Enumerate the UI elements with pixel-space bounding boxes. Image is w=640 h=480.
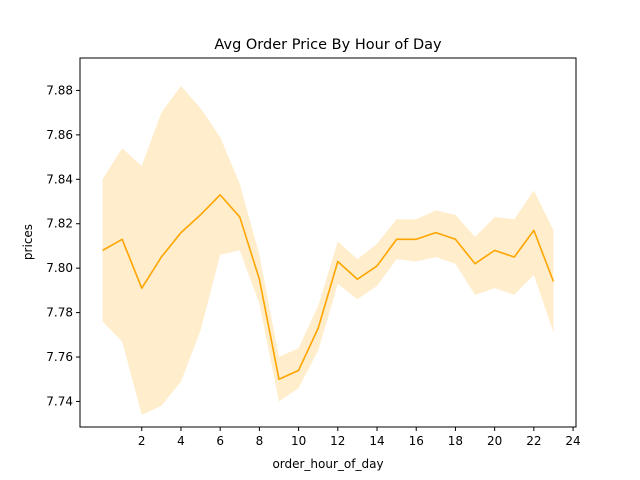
plot-frame xyxy=(79,57,577,428)
x-tick-label: 18 xyxy=(448,434,463,448)
y-tick-label: 7.82 xyxy=(46,217,73,231)
data-point xyxy=(258,278,260,280)
data-point xyxy=(180,231,182,233)
data-point xyxy=(552,280,554,282)
confidence-band-layer xyxy=(102,85,554,415)
confidence-band xyxy=(102,85,554,415)
data-point xyxy=(199,214,201,216)
data-point xyxy=(376,265,378,267)
data-point xyxy=(454,238,456,240)
y-tick-label: 7.76 xyxy=(46,350,73,364)
y-tick-label: 7.78 xyxy=(46,306,73,320)
x-tick-label: 4 xyxy=(177,434,185,448)
data-point xyxy=(493,249,495,251)
y-tick-label: 7.84 xyxy=(46,172,73,186)
y-tick-label: 7.74 xyxy=(46,394,73,408)
x-axis-label: order_hour_of_day xyxy=(272,457,383,471)
x-tick-label: 22 xyxy=(526,434,541,448)
data-point xyxy=(513,256,515,258)
data-point xyxy=(219,194,221,196)
chart-title: Avg Order Price By Hour of Day xyxy=(214,37,442,53)
x-tick-label: 24 xyxy=(565,434,580,448)
x-tick-label: 8 xyxy=(256,434,264,448)
data-point xyxy=(435,231,437,233)
y-tick-label: 7.80 xyxy=(46,261,73,275)
data-point xyxy=(297,369,299,371)
x-tick-label: 6 xyxy=(216,434,224,448)
y-tick-label: 7.86 xyxy=(46,128,73,142)
x-tick-label: 12 xyxy=(330,434,345,448)
data-point xyxy=(239,216,241,218)
series-line xyxy=(102,194,555,381)
data-point xyxy=(317,327,319,329)
data-point xyxy=(474,263,476,265)
series-line-layer xyxy=(101,194,555,381)
data-point xyxy=(395,238,397,240)
data-point xyxy=(356,278,358,280)
y-axis-label: prices xyxy=(21,224,35,260)
data-point xyxy=(533,229,535,231)
x-tick-label: 14 xyxy=(369,434,384,448)
data-point xyxy=(278,378,280,380)
x-tick-label: 20 xyxy=(487,434,502,448)
data-point xyxy=(337,260,339,262)
x-tick-label: 16 xyxy=(409,434,424,448)
x-axis-ticks: 2 4 6 8 10 12 14 16 18 20 22 24 xyxy=(138,427,581,448)
data-point xyxy=(141,287,143,289)
data-point xyxy=(101,249,103,251)
y-axis-ticks: 7.74 7.76 7.78 7.80 7.82 7.84 7.86 7.88 xyxy=(46,83,80,408)
x-tick-label: 2 xyxy=(138,434,146,448)
y-tick-label: 7.88 xyxy=(46,83,73,97)
x-tick-label: 10 xyxy=(291,434,306,448)
data-point xyxy=(415,238,417,240)
data-point xyxy=(121,238,123,240)
data-point xyxy=(160,256,162,258)
